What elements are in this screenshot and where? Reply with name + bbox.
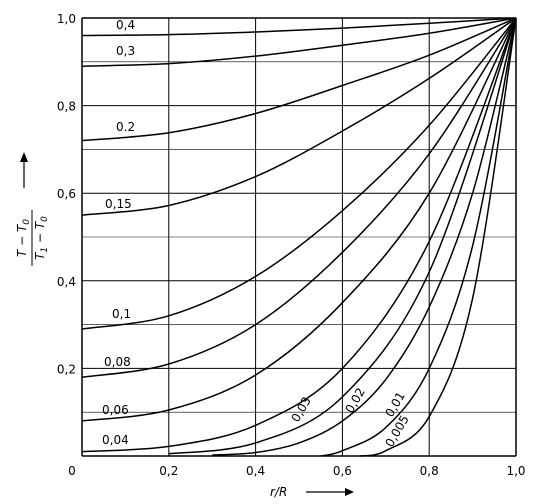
curve-line bbox=[81, 17, 517, 330]
y-axis-arrow-icon bbox=[20, 152, 28, 188]
x-tick-label: 0 bbox=[68, 464, 76, 478]
x-axis-arrow-icon bbox=[306, 488, 354, 496]
curve-label: 0,4 bbox=[116, 18, 135, 32]
curve-line bbox=[320, 17, 517, 457]
curve-line bbox=[168, 17, 517, 455]
curve-line bbox=[359, 17, 517, 457]
curve-label: 0.2 bbox=[116, 120, 135, 134]
curve-label: 0,15 bbox=[105, 197, 132, 211]
curve-label: 0,08 bbox=[104, 355, 131, 369]
x-tick-label: 0,2 bbox=[159, 464, 178, 478]
y-axis-label: T − T0 T1 − T0 bbox=[15, 210, 50, 266]
curve-label: 0,01 bbox=[382, 389, 407, 419]
curve-line bbox=[81, 17, 517, 216]
curve-label: 0,04 bbox=[102, 433, 129, 447]
curve-line bbox=[81, 17, 517, 37]
x-tick-labels: 0 0,2 0,4 0,6 0,8 1,0 bbox=[68, 464, 525, 478]
x-tick-label: 0,4 bbox=[246, 464, 265, 478]
curve-label: 0,1 bbox=[112, 307, 131, 321]
y-label-numerator: T − T0 bbox=[15, 219, 32, 257]
grid bbox=[81, 17, 517, 457]
curve-line bbox=[81, 17, 517, 142]
x-axis-label: r/R bbox=[270, 485, 287, 499]
x-tick-label: 0,8 bbox=[420, 464, 439, 478]
y-tick-label: 0,8 bbox=[57, 100, 76, 114]
x-tick-label: 1,0 bbox=[506, 464, 525, 478]
curve-line bbox=[212, 17, 517, 456]
curve-label: 0,03 bbox=[288, 394, 313, 424]
curve-label: 0,06 bbox=[102, 403, 129, 417]
y-label-denominator: T1 − T0 bbox=[33, 216, 50, 260]
curve-label: 0,005 bbox=[382, 413, 411, 450]
x-tick-label: 0,6 bbox=[333, 464, 352, 478]
y-tick-label: 0,6 bbox=[57, 187, 76, 201]
curve-labels: 0,4 0,3 0.2 0,15 0,1 0,08 0,06 0,04 0,03 0,02 0,01… bbox=[102, 18, 412, 450]
curves bbox=[81, 17, 517, 457]
y-tick-label: 0,4 bbox=[57, 275, 76, 289]
curve-line bbox=[81, 17, 517, 67]
curve-label: 0,02 bbox=[342, 385, 367, 415]
y-tick-label: 1,0 bbox=[57, 12, 76, 26]
curve-line bbox=[81, 17, 517, 378]
curve-line bbox=[81, 17, 517, 422]
y-tick-label: 0,2 bbox=[57, 362, 76, 376]
curve-label: 0,3 bbox=[116, 44, 135, 58]
curve-line bbox=[81, 17, 517, 453]
y-tick-labels: 0,2 0,4 0,6 0,8 1,0 bbox=[57, 12, 76, 376]
